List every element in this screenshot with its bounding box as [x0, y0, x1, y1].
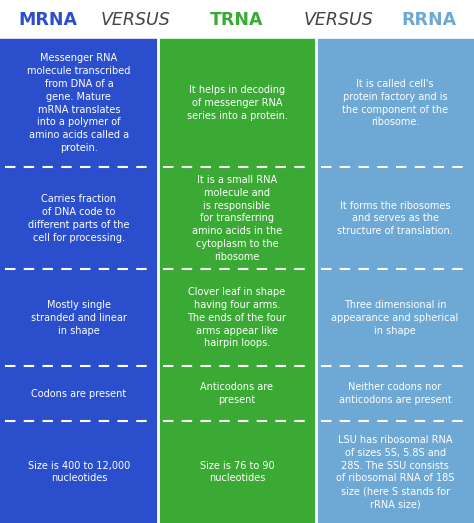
Bar: [158, 39, 316, 167]
Bar: [158, 421, 316, 523]
Text: MRNA: MRNA: [18, 10, 77, 29]
Bar: [316, 366, 474, 421]
Bar: [316, 39, 474, 167]
Text: Codons are present: Codons are present: [31, 389, 127, 399]
Text: Anticodons are
present: Anticodons are present: [201, 382, 273, 405]
Bar: [316, 269, 474, 366]
Text: Clover leaf in shape
having four arms.
The ends of the four
arms appear like
hai: Clover leaf in shape having four arms. T…: [188, 287, 286, 348]
Text: VERSUS: VERSUS: [100, 10, 170, 29]
Text: It is called cell's
protein factory and is
the component of the
ribosome.: It is called cell's protein factory and …: [342, 79, 448, 128]
Bar: [0, 167, 158, 269]
Bar: [316, 421, 474, 523]
Text: Mostly single
stranded and linear
in shape: Mostly single stranded and linear in sha…: [31, 300, 127, 336]
Text: TRNA: TRNA: [210, 10, 264, 29]
Text: It forms the ribosomes
and serves as the
structure of translation.: It forms the ribosomes and serves as the…: [337, 200, 453, 236]
Bar: [0, 421, 158, 523]
Bar: [158, 269, 316, 366]
Text: Three dimensional in
appearance and spherical
in shape: Three dimensional in appearance and sphe…: [331, 300, 459, 336]
Text: RRNA: RRNA: [401, 10, 456, 29]
Text: Neither codons nor
anticodons are present: Neither codons nor anticodons are presen…: [339, 382, 451, 405]
Text: It helps in decoding
of messenger RNA
series into a protein.: It helps in decoding of messenger RNA se…: [187, 85, 287, 121]
Bar: [158, 167, 316, 269]
Text: Carries fraction
of DNA code to
different parts of the
cell for processing.: Carries fraction of DNA code to differen…: [28, 194, 130, 243]
Text: VERSUS: VERSUS: [304, 10, 374, 29]
Text: Messenger RNA
molecule transcribed
from DNA of a
gene. Mature
mRNA translates
in: Messenger RNA molecule transcribed from …: [27, 53, 131, 153]
Bar: [0, 269, 158, 366]
Text: LSU has ribosomal RNA
of sizes 5S, 5.8S and
28S. The SSU consists
of ribosomal R: LSU has ribosomal RNA of sizes 5S, 5.8S …: [336, 435, 454, 509]
Bar: [316, 167, 474, 269]
Text: Size is 76 to 90
nucleotides: Size is 76 to 90 nucleotides: [200, 461, 274, 483]
Bar: [0, 366, 158, 421]
Bar: [158, 366, 316, 421]
Bar: [0, 0, 474, 39]
Bar: [0, 39, 158, 167]
Text: Size is 400 to 12,000
nucleotides: Size is 400 to 12,000 nucleotides: [28, 461, 130, 483]
Text: It is a small RNA
molecule and
is responsible
for transferring
amino acids in th: It is a small RNA molecule and is respon…: [192, 175, 282, 262]
